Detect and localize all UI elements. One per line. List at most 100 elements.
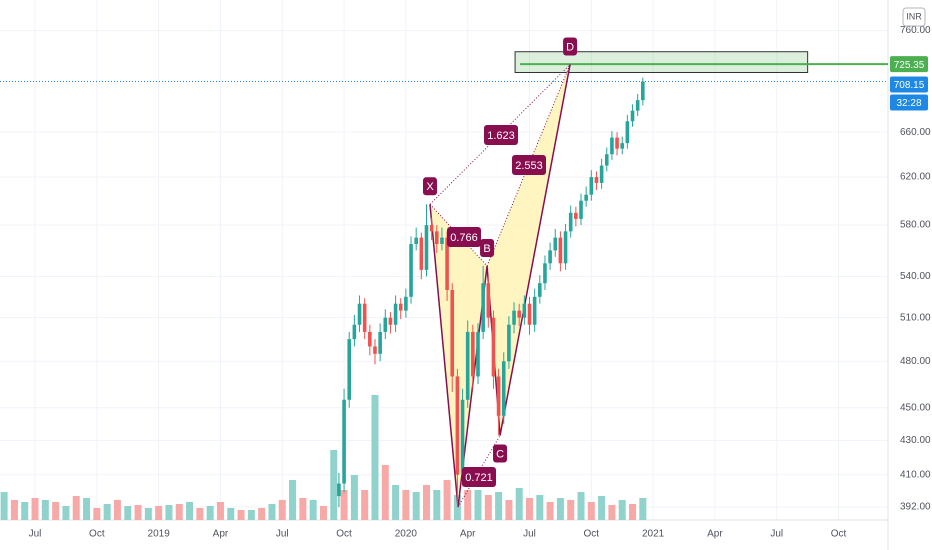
candle-body: [424, 225, 429, 270]
volume-bar: [536, 495, 544, 520]
volume-bar: [72, 496, 80, 520]
candle-body: [460, 399, 465, 475]
candle-body: [512, 310, 516, 325]
candle-body: [635, 100, 640, 111]
x-tick-label: Oct: [831, 529, 847, 540]
x-tick-label: Oct: [89, 529, 105, 540]
volume-bar: [93, 508, 101, 520]
volume-bar: [144, 508, 152, 520]
y-tick-label: 540.00: [900, 271, 931, 282]
candle-body: [368, 331, 372, 347]
volume-bar: [412, 492, 420, 520]
countdown-tag-bg: [890, 94, 928, 111]
candle-body: [610, 137, 614, 155]
x-tick-label: 2020: [395, 529, 418, 540]
volume-bar: [103, 504, 111, 520]
volume-bar: [608, 505, 616, 520]
candle-body: [543, 263, 547, 284]
volume-bar: [155, 506, 163, 520]
candle-body: [615, 137, 619, 149]
x-tick-label: Jul: [29, 529, 42, 540]
candle-body: [548, 250, 552, 264]
ratio-label-bg: [462, 467, 496, 487]
x-tick-label: Apr: [460, 529, 476, 540]
y-tick-label: 760.00: [900, 25, 931, 36]
x-tick-label: Oct: [336, 529, 352, 540]
volume-bar: [62, 506, 70, 520]
candle-body: [476, 331, 480, 377]
candle-body: [450, 289, 455, 377]
candle-body: [553, 237, 558, 251]
countdown-tag: 32:28: [896, 98, 921, 109]
candle-body: [620, 143, 625, 149]
candle-body: [337, 483, 341, 497]
point-label: D: [566, 41, 574, 53]
candle-body: [486, 283, 491, 318]
volume-bar: [453, 495, 461, 520]
volume-bar: [206, 506, 214, 520]
candle-body: [383, 317, 388, 332]
volume-bar: [546, 502, 554, 520]
x-tick-label: Jul: [523, 529, 536, 540]
volume-bar: [134, 505, 142, 520]
candle-body: [522, 303, 527, 318]
y-tick-label: 480.00: [900, 356, 931, 367]
candle-body: [517, 310, 522, 318]
ratio-label: 0.766: [450, 232, 478, 244]
volume-bar: [227, 508, 235, 520]
volume-bar: [237, 510, 245, 520]
candle-body: [630, 110, 635, 122]
volume-bar: [587, 502, 595, 520]
volume-bar: [577, 492, 585, 520]
candle-body: [419, 237, 424, 270]
volume-bar: [474, 490, 482, 520]
volume-bar: [598, 496, 606, 520]
volume-bar: [350, 475, 358, 520]
point-label-bg: [422, 177, 437, 196]
level-tag: 725.35: [894, 60, 925, 71]
candle-body: [496, 376, 501, 416]
candle-body: [378, 331, 382, 354]
candle-body: [445, 237, 449, 290]
volume-bar: [10, 500, 18, 520]
currency-label: INR: [906, 11, 922, 21]
volume-bar: [165, 505, 173, 520]
volume-bar: [526, 498, 534, 520]
volume-bar: [289, 480, 297, 520]
currency-box: [902, 7, 926, 27]
candle-body: [532, 296, 537, 325]
candle-body: [481, 283, 485, 332]
volume-bar: [464, 490, 472, 520]
volume-bar: [556, 498, 564, 520]
volume-bar: [567, 500, 575, 520]
candle-body: [465, 331, 470, 400]
volume-bar: [361, 490, 369, 520]
candle-body: [594, 177, 599, 183]
x-tick-label: 2019: [148, 529, 171, 540]
volume-bar: [41, 500, 49, 520]
volume-bar: [186, 502, 194, 520]
volume-bar: [21, 502, 29, 520]
candle-body: [347, 339, 352, 400]
candle-body: [527, 303, 532, 325]
volume-bar: [618, 500, 626, 520]
candle-body: [538, 283, 542, 297]
y-tick-label: 450.00: [900, 402, 931, 413]
candle-body: [440, 237, 444, 244]
volume-bar: [484, 495, 492, 520]
pattern-ratio-line: [429, 203, 488, 267]
volume-bar: [113, 500, 121, 520]
x-tick-label: Apr: [707, 529, 723, 540]
candle-body: [558, 237, 563, 264]
point-label-bg: [493, 444, 508, 463]
point-label: C: [496, 448, 504, 460]
candle-body: [393, 303, 398, 325]
y-tick-label: 392.00: [900, 502, 931, 513]
volume-bar: [258, 508, 266, 520]
volume-bar: [247, 510, 255, 520]
last-price-tag: 708.15: [894, 80, 925, 91]
volume-bar: [216, 502, 224, 520]
candle-body: [507, 324, 511, 362]
volume-bar: [31, 498, 39, 520]
volume-bar: [639, 498, 647, 520]
